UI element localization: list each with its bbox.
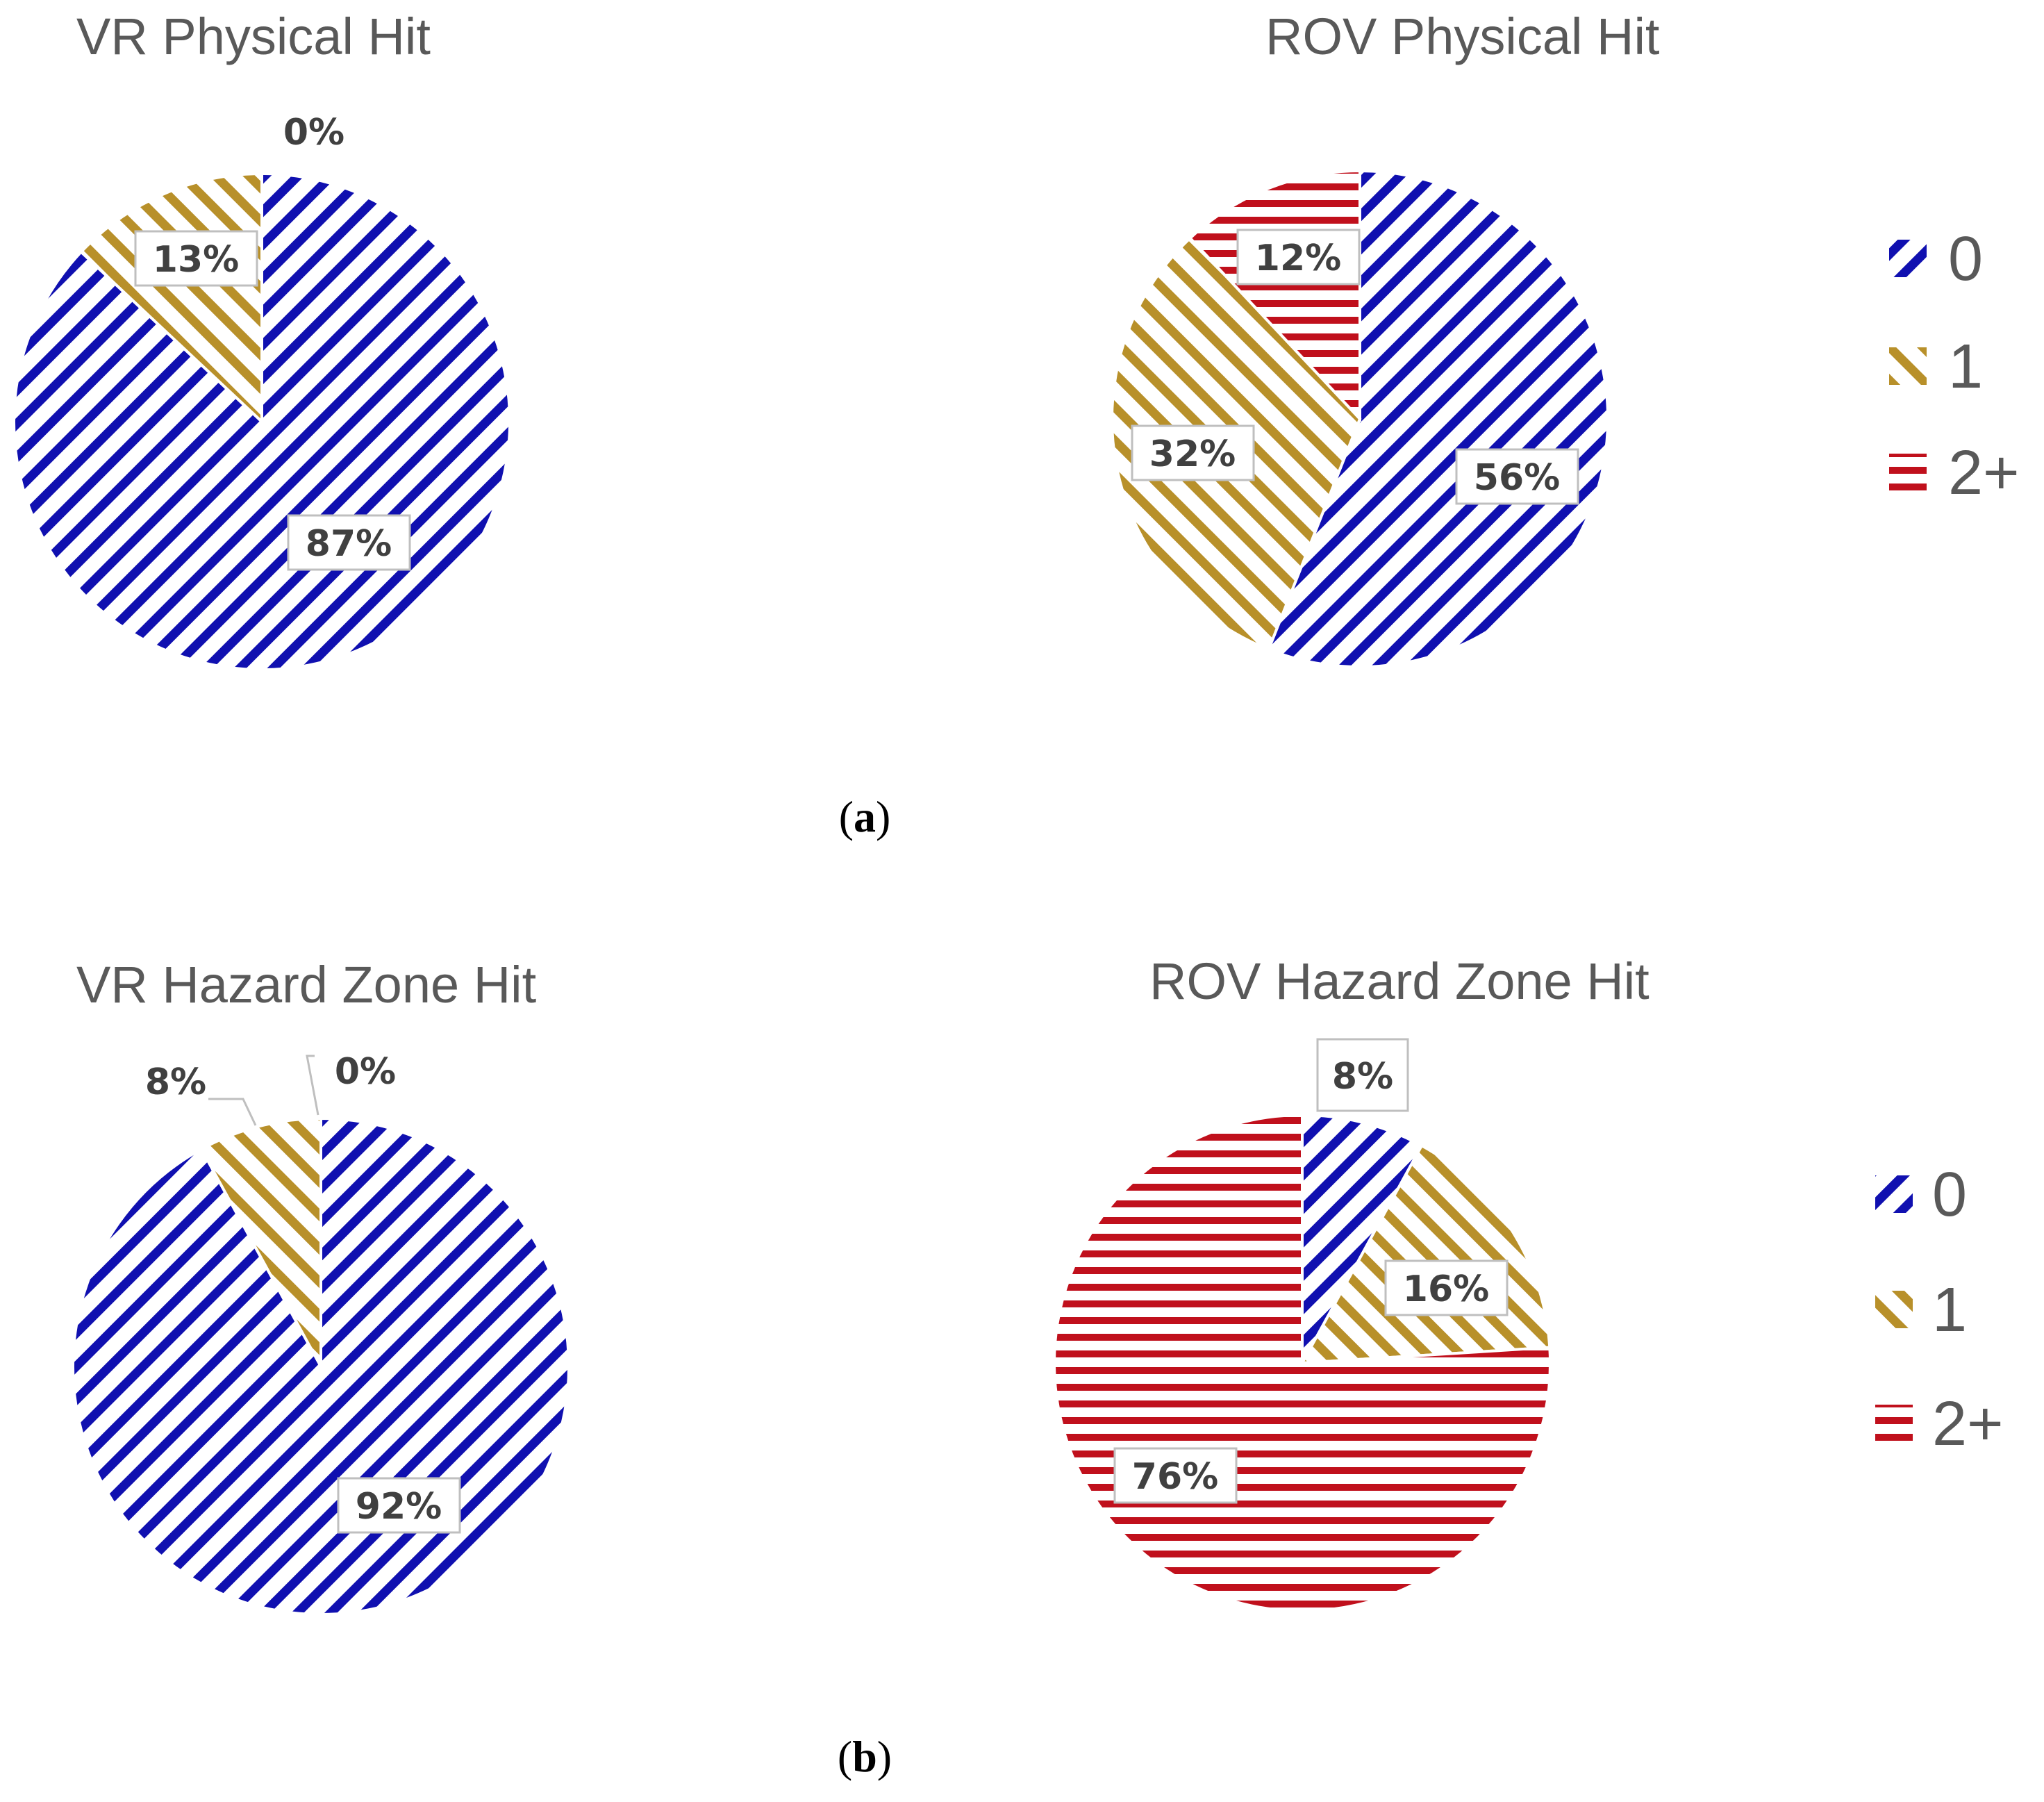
pie-slice-0 [1266, 169, 1609, 668]
legend-item-1: 1 [1889, 332, 1983, 402]
legend-label-0: 0 [1932, 1160, 1967, 1230]
label-group: 87% [287, 514, 411, 571]
chart-title: VR Hazard Zone Hit [76, 956, 537, 1014]
legend-label-2: 2+ [1948, 438, 2020, 508]
caption-b-letter: b [852, 1732, 877, 1781]
data-label-1: 16% [1403, 1268, 1489, 1310]
legend-label-2: 2+ [1932, 1389, 2004, 1459]
data-label-box [337, 1477, 461, 1534]
label-group: 92% [337, 1477, 461, 1534]
chart-title: ROV Hazard Zone Hit [1149, 952, 1650, 1010]
data-label-0: 56% [1474, 457, 1560, 499]
data-label-box [1384, 1259, 1509, 1316]
data-label-0: 87% [306, 523, 392, 565]
data-label-2: 76% [1132, 1456, 1218, 1498]
pie-slices [72, 1116, 570, 1616]
legend-item-0: 0 [1889, 224, 1983, 294]
legend-b: 0 1 2+ [1875, 1160, 2004, 1459]
data-label-box [134, 230, 258, 287]
legend-label-1: 1 [1932, 1275, 1967, 1345]
legend-item-2: 2+ [1889, 438, 2020, 508]
legend-item-0: 0 [1875, 1160, 1967, 1230]
data-label-0: 92% [356, 1486, 442, 1528]
label-group: 16% [1384, 1259, 1509, 1316]
legend-swatch-0 [1875, 1175, 1913, 1213]
pie-slices [1053, 1113, 1552, 1612]
legend-swatch-2 [1875, 1405, 1913, 1442]
caption-b-text: (b) [838, 1732, 892, 1781]
label-group: 56% [1455, 448, 1579, 505]
pie-slice-0 [1301, 1113, 1424, 1364]
caption-a-text: (a) [839, 792, 891, 841]
legend-label-1: 1 [1948, 332, 1983, 402]
data-label-2: 0% [283, 112, 344, 154]
label-group: 8% [1316, 1038, 1409, 1112]
chart-rov-hazard-zone-hit: ROV Hazard Zone Hit 8% 16% 76% [1053, 952, 1650, 1612]
caption-a-open: ( [839, 792, 854, 841]
label-group: 13% [134, 230, 258, 287]
chart-vr-hazard-zone-hit: VR Hazard Zone Hit 92% 8% 0% [72, 956, 570, 1616]
legend-swatch-1 [1875, 1291, 1913, 1328]
chart-rov-physical-hit: ROV Physical Hit 56% 32% 12% [1111, 8, 1660, 668]
caption-a: (a) [839, 792, 891, 841]
caption-a-letter: a [854, 792, 876, 841]
data-label-2: 12% [1255, 238, 1341, 279]
caption-b-close: ) [877, 1732, 892, 1781]
data-label-1: 32% [1149, 433, 1236, 475]
chart-title: VR Physical Hit [76, 8, 431, 65]
data-label-box [1131, 424, 1255, 481]
label-group: 76% [1113, 1447, 1238, 1504]
legend-item-1: 1 [1875, 1275, 1967, 1345]
caption-a-close: ) [876, 792, 890, 841]
data-label-2: 0% [335, 1051, 396, 1093]
caption-b-open: ( [838, 1732, 852, 1781]
data-label-box [1236, 229, 1361, 286]
legend-item-2: 2+ [1875, 1389, 2004, 1459]
data-label-box [287, 514, 411, 571]
pie-slices [13, 172, 511, 671]
pie-slices [1111, 169, 1609, 668]
leader-line-2 [306, 1055, 319, 1116]
legend-swatch-2 [1889, 454, 1927, 491]
data-label-box [1113, 1447, 1238, 1504]
label-group: 32% [1131, 424, 1255, 481]
label-group: 12% [1236, 229, 1361, 286]
chart-title: ROV Physical Hit [1265, 8, 1660, 65]
legend-swatch-0 [1889, 240, 1927, 277]
caption-b: (b) [838, 1732, 892, 1781]
legend-label-0: 0 [1948, 224, 1983, 294]
data-label-0: 8% [1332, 1056, 1393, 1098]
data-label-box [1455, 448, 1579, 505]
data-label-1: 13% [153, 239, 239, 281]
legend-a: 0 1 2+ [1889, 224, 2020, 508]
data-label-1: 8% [145, 1061, 206, 1103]
leader-line-1 [208, 1098, 257, 1126]
chart-vr-physical-hit: VR Physical Hit 87% 13% 0% [13, 8, 511, 671]
data-label-box [1316, 1038, 1409, 1112]
legend-swatch-1 [1889, 347, 1927, 385]
pie-slice-1 [199, 1116, 322, 1367]
